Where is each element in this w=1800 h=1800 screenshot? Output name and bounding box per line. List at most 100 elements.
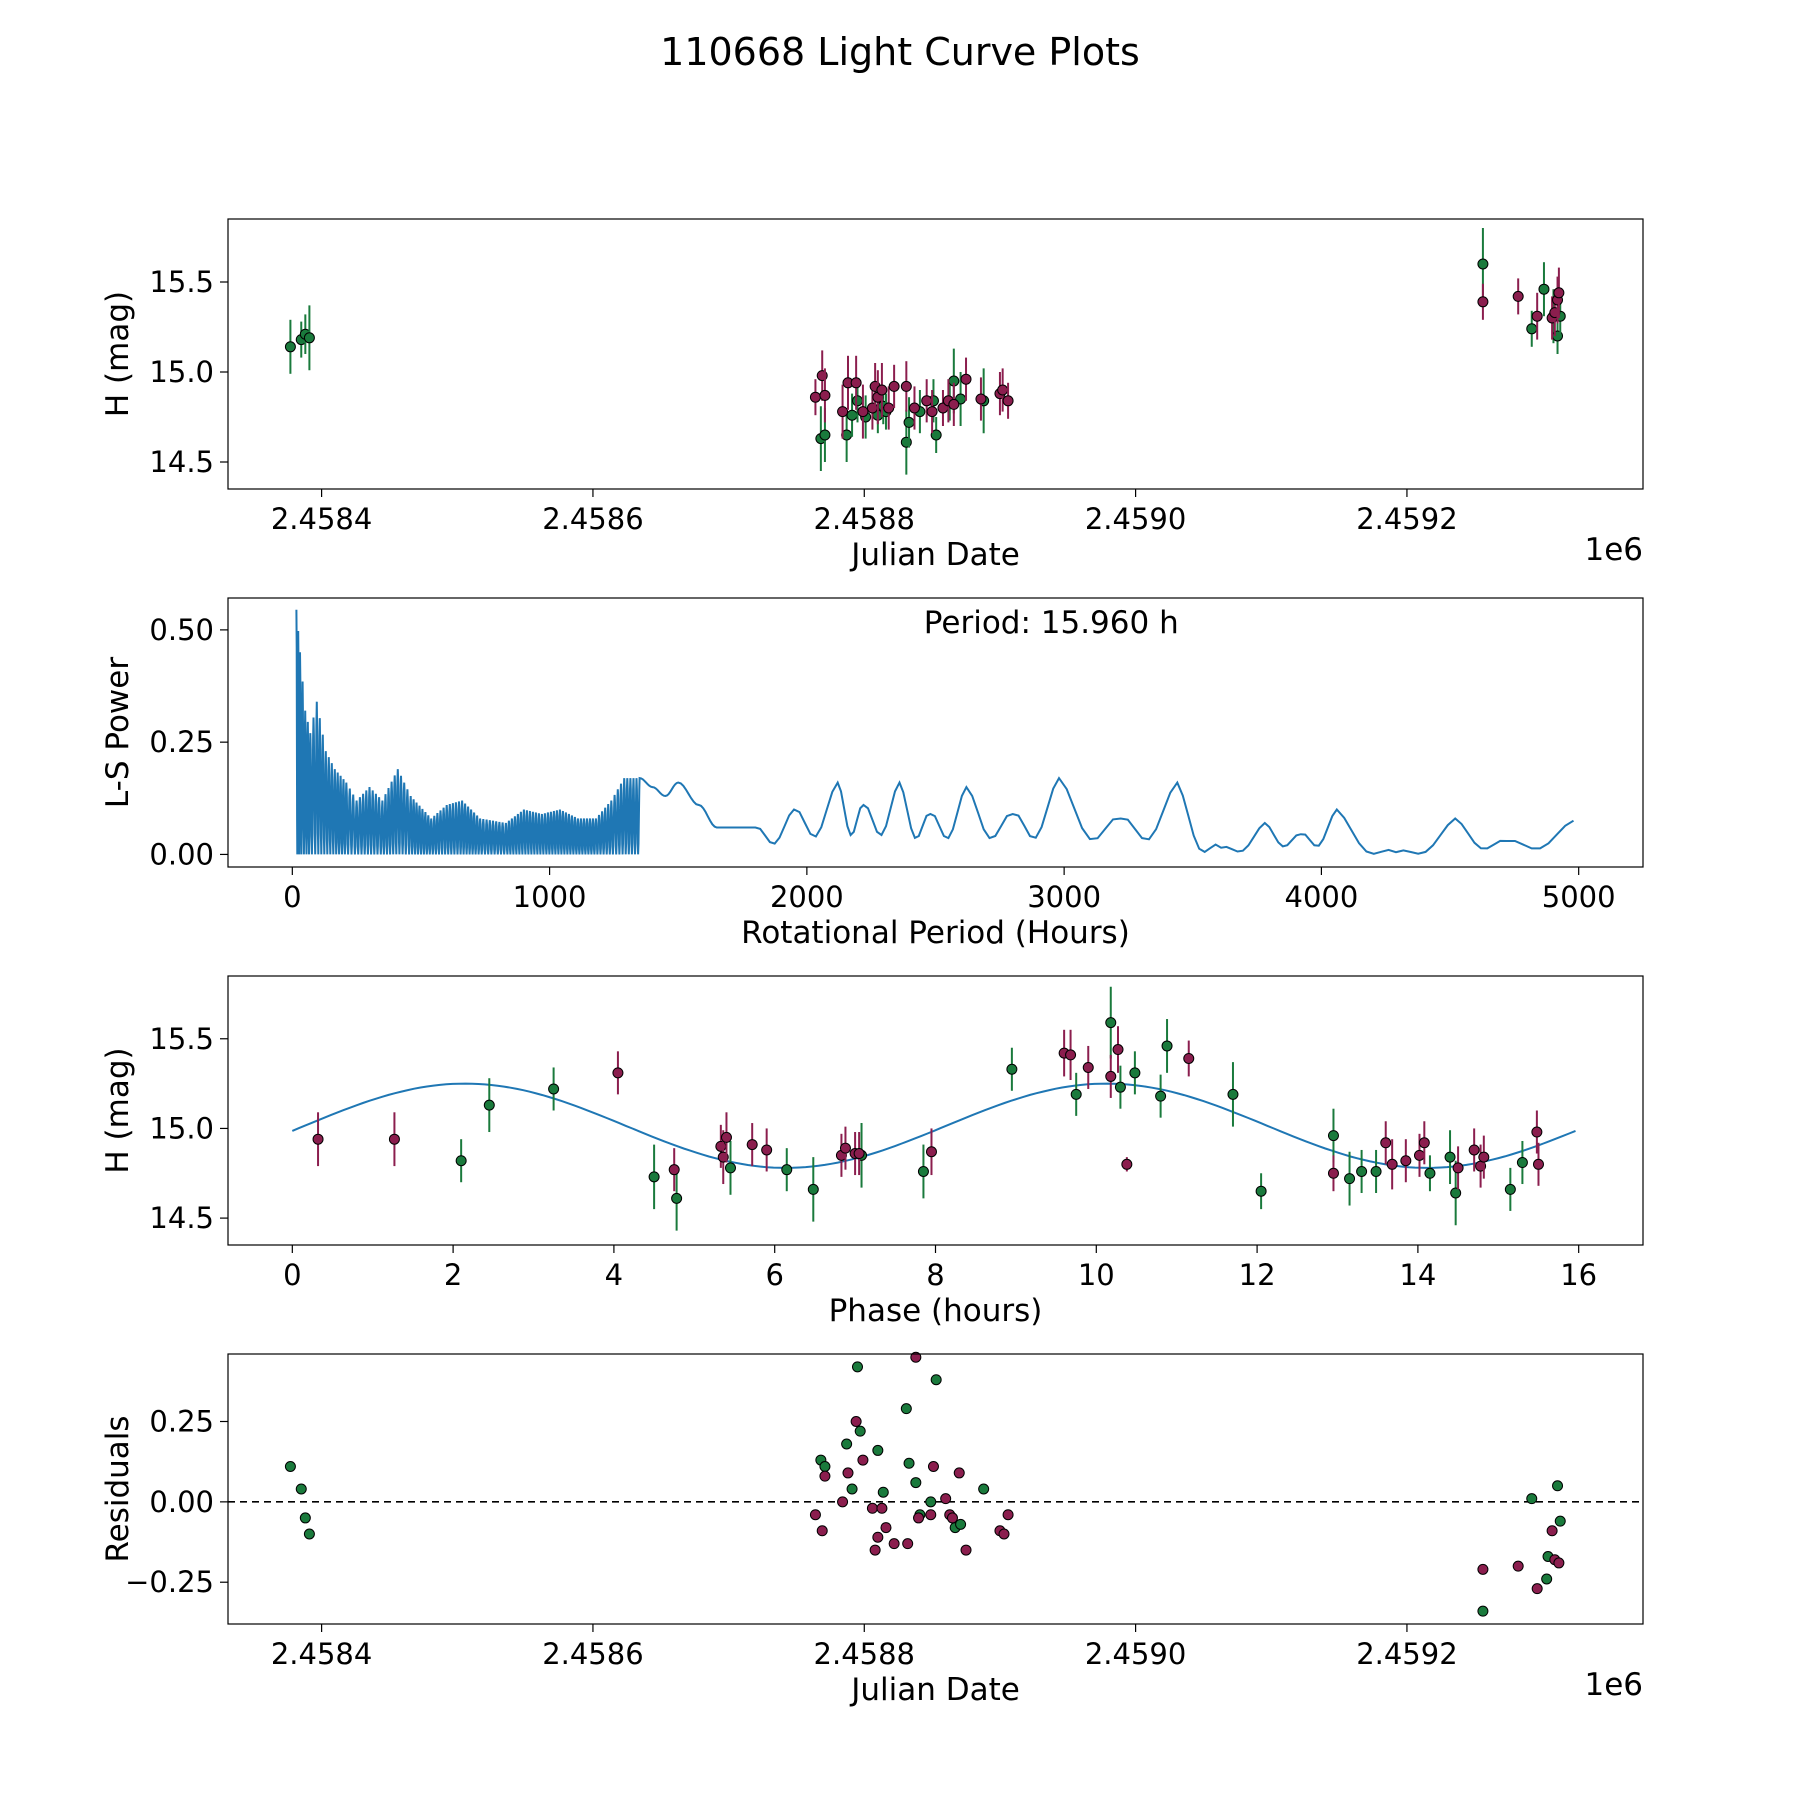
data-point: [921, 395, 933, 407]
data-point: [1112, 1044, 1124, 1056]
y-tick-label: 0.50: [149, 613, 214, 647]
data-point: [809, 1509, 821, 1521]
data-point: [1468, 1144, 1480, 1156]
data-point: [388, 1133, 400, 1145]
data-point: [960, 1544, 972, 1556]
data-point: [940, 1493, 952, 1505]
y-tick-label: 15.5: [149, 1022, 214, 1056]
y-axis-label: H (mag): [100, 291, 136, 417]
data-point: [850, 377, 862, 389]
data-point: [1531, 310, 1543, 322]
data-point: [715, 1140, 727, 1152]
series-purple-filter: [809, 267, 1565, 439]
data-point: [857, 1454, 869, 1466]
x-axis-label: Julian Date: [849, 537, 1020, 573]
data-point: [1526, 1493, 1538, 1505]
data-point: [917, 1165, 929, 1177]
x-tick-label: 2000: [770, 880, 844, 914]
data-point: [746, 1139, 758, 1151]
data-point: [1413, 1149, 1425, 1161]
data-point: [724, 1162, 736, 1174]
x-tick-label: 5000: [1542, 880, 1616, 914]
axes-frame: [227, 1353, 1644, 1625]
x-axis-label: Julian Date: [849, 1672, 1020, 1708]
data-point: [612, 1067, 624, 1079]
data-point: [946, 1512, 958, 1524]
data-point: [781, 1164, 793, 1176]
data-point: [1344, 1173, 1356, 1185]
data-point: [312, 1133, 324, 1145]
x-tick-label: 2.4590: [1085, 502, 1186, 536]
data-point: [850, 1416, 862, 1427]
data-point: [720, 1131, 732, 1143]
data-point: [869, 1544, 881, 1556]
data-point: [903, 1457, 915, 1469]
data-point: [1356, 1165, 1368, 1177]
series-green-filter: [455, 986, 1528, 1231]
data-point: [1546, 1525, 1558, 1537]
data-point: [930, 1374, 942, 1386]
x-axis-label: Rotational Period (Hours): [741, 915, 1130, 951]
data-point: [1105, 1070, 1117, 1082]
data-point: [1327, 1167, 1339, 1179]
data-point: [1512, 290, 1524, 302]
axes-frame: [227, 597, 1644, 868]
data-point: [1450, 1187, 1462, 1199]
data-point: [876, 1502, 888, 1514]
data-point: [1129, 1067, 1141, 1079]
data-point: [913, 1512, 925, 1524]
data-point: [910, 1351, 922, 1363]
data-point: [1183, 1052, 1195, 1064]
x-axis-label: Phase (hours): [829, 1293, 1043, 1329]
data-point: [1538, 283, 1550, 295]
x-tick-label: 2.4584: [271, 1637, 372, 1671]
data-point: [1554, 1515, 1566, 1527]
data-point: [837, 406, 849, 418]
data-point: [1380, 1137, 1392, 1149]
x-offset-label: 1e6: [1584, 1667, 1643, 1703]
y-tick-label: 15.0: [149, 355, 214, 389]
data-point: [866, 1502, 878, 1514]
data-point: [1512, 1560, 1524, 1572]
data-point: [877, 1486, 889, 1498]
series-green-filter: [284, 1361, 1566, 1617]
data-point: [1082, 1061, 1094, 1073]
data-point: [1161, 1040, 1173, 1052]
data-point: [483, 1099, 495, 1111]
data-point: [1553, 287, 1565, 299]
data-point: [819, 1470, 831, 1482]
data-point: [900, 1403, 912, 1415]
data-point: [1006, 1063, 1018, 1075]
data-point: [1504, 1183, 1516, 1195]
data-point: [1070, 1088, 1082, 1100]
data-point: [1553, 1557, 1565, 1569]
periodogram-line: [295, 609, 1575, 855]
data-point: [807, 1183, 819, 1195]
data-point: [809, 391, 821, 403]
x-tick-label: 16: [1560, 1258, 1597, 1292]
y-tick-label: 14.5: [149, 1201, 214, 1235]
panel-periodogram: 0 1000 2000 3000 4000 5000 0.00 0.25 0.50 Rotatio…: [100, 597, 1644, 951]
data-point: [872, 1444, 884, 1456]
data-point: [668, 1164, 680, 1176]
data-point: [1478, 1151, 1490, 1163]
data-point: [648, 1171, 660, 1183]
data-point: [819, 429, 831, 441]
x-tick-label: 2.4588: [814, 1637, 915, 1671]
data-point: [842, 1467, 854, 1479]
data-point: [857, 406, 869, 418]
panel-lightcurve: 2.4584 2.4586 2.4588 2.4590 2.4592 14.5 15.0 15…: [100, 218, 1644, 573]
data-point: [819, 1461, 831, 1472]
data-point: [1002, 1509, 1014, 1521]
x-tick-label: 8: [926, 1258, 944, 1292]
data-point: [1370, 1165, 1382, 1177]
x-tick-label: 6: [765, 1258, 783, 1292]
panel-phased: 0 2 4 6 8 10 12 14 16 14.5 15.0 15.5 Phase (hours) H …: [100, 975, 1644, 1329]
data-point: [1114, 1081, 1126, 1093]
data-point: [1444, 1151, 1456, 1163]
data-point: [854, 1425, 866, 1437]
period-annotation: Period: 15.960 h: [924, 605, 1179, 641]
data-point: [455, 1155, 467, 1167]
x-tick-label: 14: [1399, 1258, 1436, 1292]
x-tick-label: 0: [283, 880, 301, 914]
